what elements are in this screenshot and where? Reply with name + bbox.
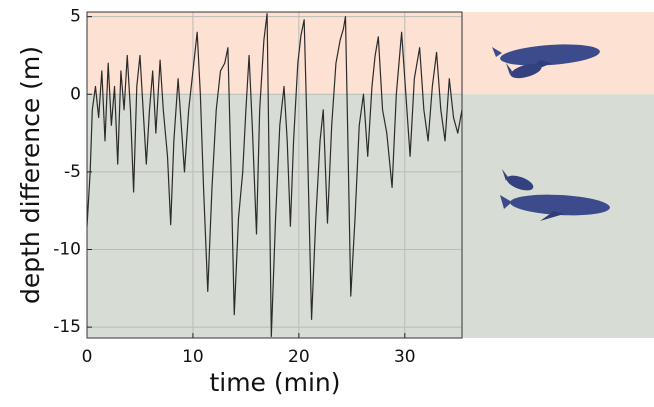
y-tick-label: -10: [53, 240, 81, 260]
x-tick-label: 10: [182, 347, 204, 367]
plot-frame: [86, 11, 463, 339]
x-axis-label: time (min): [209, 368, 340, 397]
y-tick-label: -15: [53, 317, 81, 337]
axes: 50-5-10-150 10 20 30: [53, 7, 463, 367]
y-tick-label: 5: [70, 7, 81, 27]
x-tick-label: 0: [82, 347, 93, 367]
x-tick-label: 20: [288, 347, 310, 367]
y-tick-label: -5: [64, 162, 81, 182]
depth-line: [86, 12, 463, 338]
x-tick-label: 30: [394, 347, 416, 367]
whale-pair-deep: [500, 169, 610, 221]
plot: [86, 12, 463, 338]
illustrations: [492, 44, 610, 221]
deep-zone: [87, 94, 654, 339]
whale-pair-surface: [492, 44, 600, 79]
y-tick-label: 0: [70, 84, 81, 104]
y-axis-label: depth difference (m): [16, 46, 45, 304]
